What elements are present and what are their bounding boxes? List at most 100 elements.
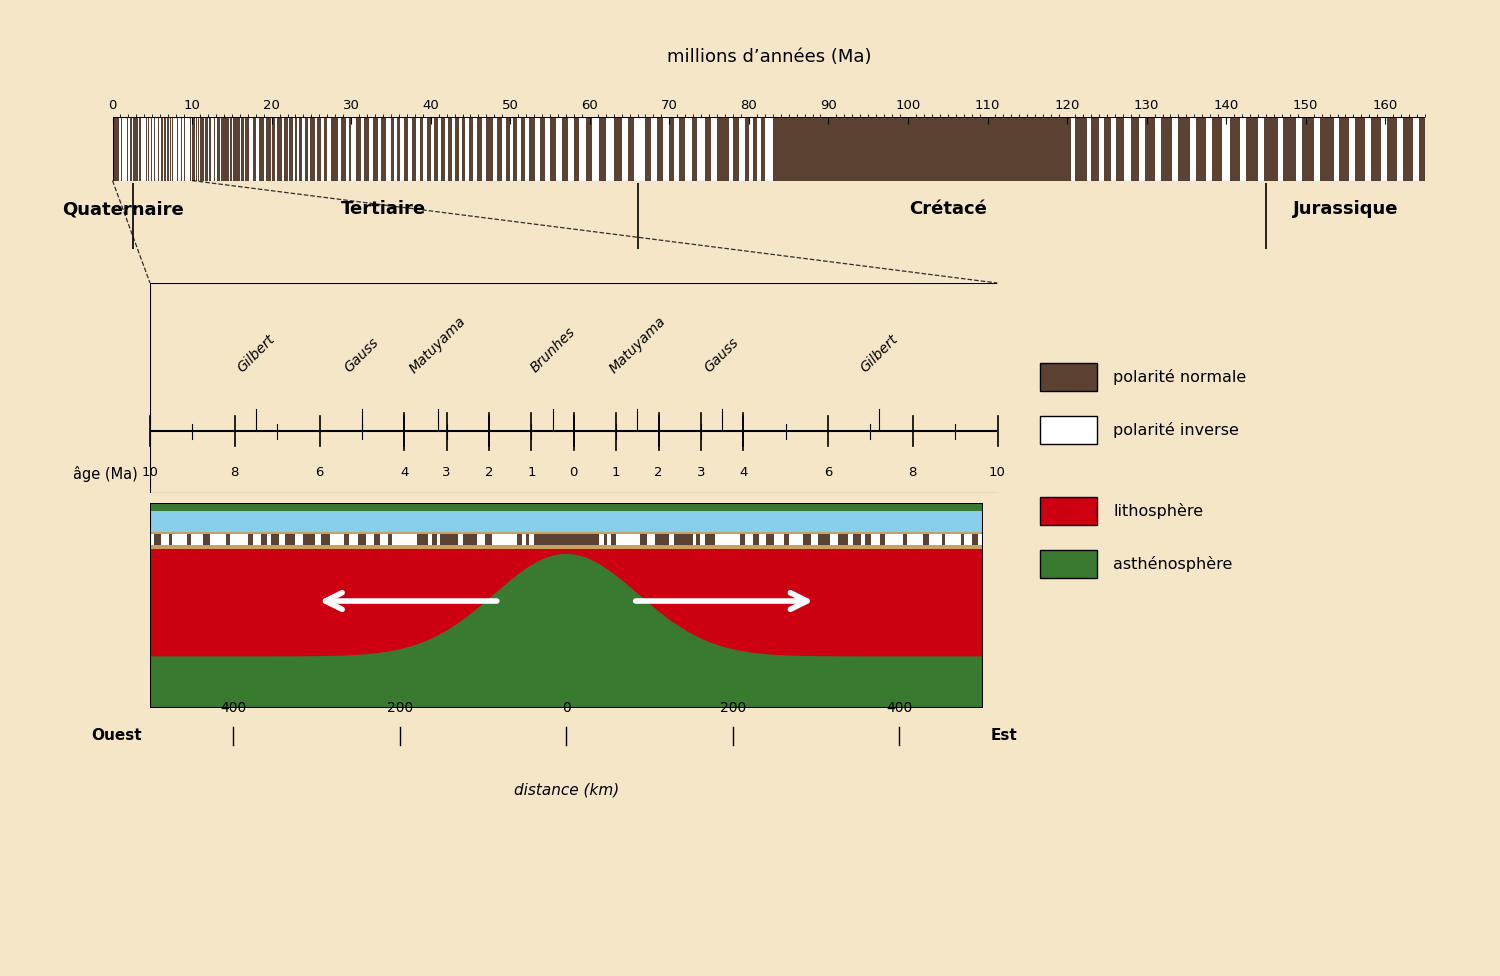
Bar xyxy=(1071,117,1076,181)
Bar xyxy=(812,534,818,545)
Bar xyxy=(765,117,772,181)
Text: Jurassique: Jurassique xyxy=(1293,200,1398,218)
Bar xyxy=(758,117,760,181)
Bar xyxy=(1382,117,1388,181)
Text: 6: 6 xyxy=(824,466,833,478)
Bar xyxy=(510,117,513,181)
Text: 10: 10 xyxy=(988,466,1006,478)
Bar xyxy=(386,117,392,181)
Bar xyxy=(214,117,216,181)
Bar xyxy=(774,534,784,545)
Bar xyxy=(964,534,972,545)
Text: millions d’années (Ma): millions d’années (Ma) xyxy=(668,48,872,65)
Bar xyxy=(633,117,645,181)
Bar xyxy=(1413,117,1419,181)
Bar xyxy=(536,117,540,181)
Bar xyxy=(345,117,348,181)
Bar xyxy=(219,117,222,181)
Bar xyxy=(154,117,158,181)
Bar xyxy=(1258,117,1264,181)
Text: distance (km): distance (km) xyxy=(513,783,619,797)
Bar xyxy=(1100,117,1104,181)
Text: 2: 2 xyxy=(484,466,494,478)
Bar xyxy=(394,117,398,181)
Bar xyxy=(1041,550,1096,578)
Bar xyxy=(446,117,448,181)
Bar xyxy=(427,534,432,545)
Bar xyxy=(477,534,484,545)
Bar xyxy=(327,117,332,181)
Bar xyxy=(465,117,470,181)
Bar xyxy=(738,117,746,181)
Bar xyxy=(1088,117,1090,181)
Bar xyxy=(1138,117,1144,181)
Bar xyxy=(417,117,420,181)
Bar xyxy=(759,534,766,545)
Bar xyxy=(1112,117,1116,181)
Bar xyxy=(567,117,574,181)
Text: polarité normale: polarité normale xyxy=(1113,369,1246,385)
Text: 4: 4 xyxy=(400,466,408,478)
Bar xyxy=(264,117,267,181)
Bar xyxy=(516,117,520,181)
Bar xyxy=(906,534,922,545)
Text: Gilbert: Gilbert xyxy=(234,333,278,376)
Text: Gauss: Gauss xyxy=(342,336,382,376)
Bar xyxy=(592,117,598,181)
Bar xyxy=(267,534,272,545)
Bar xyxy=(171,534,188,545)
Bar xyxy=(254,534,261,545)
Bar xyxy=(190,534,204,545)
Bar xyxy=(579,117,586,181)
Bar xyxy=(1155,117,1161,181)
Text: Brunhes: Brunhes xyxy=(528,325,578,376)
Bar xyxy=(1172,117,1179,181)
Bar xyxy=(698,117,705,181)
Bar xyxy=(321,117,324,181)
Text: 4: 4 xyxy=(740,466,747,478)
Text: Gilbert: Gilbert xyxy=(858,333,900,376)
Bar xyxy=(847,534,853,545)
Text: lithosphère: lithosphère xyxy=(1113,503,1203,519)
Bar xyxy=(1396,117,1402,181)
Text: Quaternaire: Quaternaire xyxy=(62,200,183,218)
Bar xyxy=(436,534,439,545)
Text: polarité inverse: polarité inverse xyxy=(1113,422,1239,438)
Bar xyxy=(189,117,190,181)
Bar xyxy=(503,117,506,181)
Bar xyxy=(141,117,146,181)
Bar xyxy=(746,534,753,545)
Bar xyxy=(648,534,656,545)
Bar xyxy=(472,117,477,181)
Bar xyxy=(1222,117,1230,181)
Bar xyxy=(315,534,321,545)
Text: 1: 1 xyxy=(526,466,536,478)
Bar xyxy=(693,534,696,545)
Bar xyxy=(711,117,717,181)
Bar xyxy=(369,117,374,181)
Bar xyxy=(1278,117,1284,181)
Bar xyxy=(182,117,184,181)
Bar xyxy=(452,117,456,181)
Bar xyxy=(663,117,669,181)
Bar xyxy=(651,117,657,181)
Bar xyxy=(700,534,705,545)
Bar xyxy=(230,534,248,545)
Text: 3: 3 xyxy=(442,466,452,478)
Text: 200: 200 xyxy=(387,702,412,715)
Text: 2: 2 xyxy=(654,466,663,478)
Bar xyxy=(716,534,740,545)
Text: Ouest: Ouest xyxy=(92,728,141,744)
Bar xyxy=(1041,497,1096,525)
Bar xyxy=(150,532,983,549)
Bar xyxy=(459,117,462,181)
Bar xyxy=(458,534,464,545)
Bar xyxy=(1314,117,1320,181)
Bar xyxy=(147,117,148,181)
Bar xyxy=(598,534,603,545)
Bar xyxy=(544,117,550,181)
Text: 1: 1 xyxy=(612,466,621,478)
Bar xyxy=(789,534,802,545)
Bar xyxy=(296,534,303,545)
Bar xyxy=(153,117,154,181)
